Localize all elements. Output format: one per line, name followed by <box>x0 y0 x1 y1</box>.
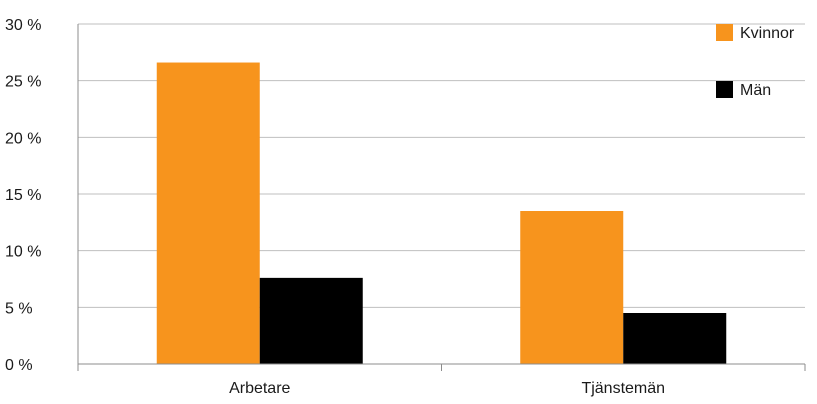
y-tick-label: 20 % <box>5 130 41 147</box>
x-tick-label: Arbetare <box>229 380 290 397</box>
bar-kvinnor-1 <box>520 211 624 364</box>
y-axis-tick-labels: 0 % 5 % 10 % 15 % 20 % 25 % 30 % <box>5 17 41 374</box>
y-tick-label: 0 % <box>5 357 33 374</box>
y-tick-label: 30 % <box>5 17 41 34</box>
y-tick-label: 15 % <box>5 187 41 204</box>
legend-label: Män <box>740 82 771 99</box>
y-tick-label: 10 % <box>5 244 41 261</box>
y-tick-label: 25 % <box>5 74 41 91</box>
axes <box>77 24 806 371</box>
y-tick-label: 5 % <box>5 300 33 317</box>
bar-m-n-0 <box>259 277 363 364</box>
legend-swatch-m-n <box>716 81 733 98</box>
x-axis-category-labels: Arbetare Tjänstemän <box>229 380 665 397</box>
bars <box>156 62 727 365</box>
bar-m-n-1 <box>623 313 727 364</box>
x-tick-label: Tjänstemän <box>581 380 665 397</box>
legend: Kvinnor Män <box>716 24 795 99</box>
legend-swatch-kvinnor <box>716 24 733 41</box>
bar-kvinnor-0 <box>156 62 260 365</box>
legend-label: Kvinnor <box>740 25 795 42</box>
